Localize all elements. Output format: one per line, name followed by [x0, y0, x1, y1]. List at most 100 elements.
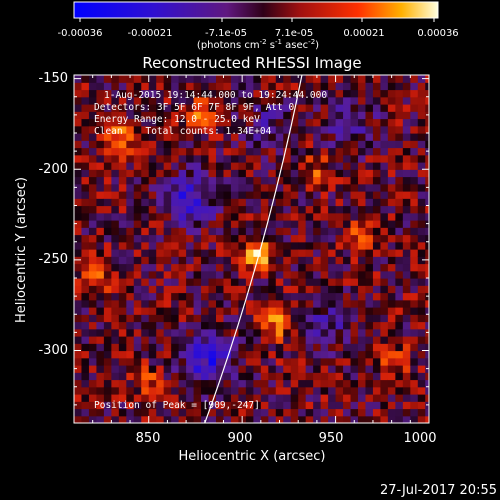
- heatmap-cell: [201, 147, 210, 156]
- heatmap-cell: [410, 241, 419, 250]
- heatmap-cell: [88, 415, 98, 423]
- heatmap-cell: [245, 415, 254, 423]
- heatmap-cell: [402, 234, 411, 243]
- heatmap-cell: [88, 285, 98, 294]
- heatmap-cell: [343, 270, 352, 279]
- heatmap-cell: [313, 256, 322, 265]
- heatmap-cell: [103, 321, 112, 330]
- heatmap-cell: [126, 133, 135, 141]
- heatmap-cell: [358, 154, 367, 163]
- heatmap-cell: [74, 379, 83, 388]
- heatmap-cell: [380, 379, 389, 388]
- heatmap-cell: [320, 111, 329, 120]
- heatmap-cell: [111, 227, 120, 236]
- heatmap-cell: [96, 292, 105, 301]
- heatmap-cell: [290, 111, 299, 120]
- heatmap-cell: [253, 307, 262, 315]
- heatmap-cell: [268, 263, 277, 272]
- heatmap-cell: [343, 415, 352, 423]
- heatmap-cell: [96, 118, 105, 127]
- heatmap-cell: [126, 104, 135, 112]
- heatmap-cell: [313, 314, 322, 323]
- heatmap-cell: [260, 125, 269, 134]
- heatmap-cell: [163, 415, 172, 423]
- heatmap-cell: [320, 191, 329, 199]
- heatmap-cell: [111, 372, 120, 381]
- heatmap-cell: [305, 234, 314, 243]
- heatmap-cell: [96, 82, 105, 91]
- heatmap-cell: [395, 285, 404, 294]
- heatmap-cell: [186, 415, 195, 423]
- heatmap-cell: [163, 249, 172, 257]
- heatmap-cell: [88, 328, 98, 337]
- heatmap-cell: [223, 343, 232, 352]
- heatmap-cell: [268, 314, 277, 323]
- heatmap-cell: [372, 314, 382, 323]
- heatmap-cell: [96, 162, 105, 170]
- heatmap-cell: [350, 147, 359, 156]
- heatmap-cell: [156, 234, 165, 243]
- heatmap-cell: [365, 75, 374, 83]
- heatmap-cell: [395, 343, 404, 352]
- heatmap-cell: [193, 154, 202, 163]
- heatmap-cell: [88, 205, 98, 214]
- heatmap-cell: [335, 401, 344, 410]
- heatmap-cell: [208, 212, 217, 221]
- heatmap-cell: [96, 350, 105, 359]
- heatmap-cell: [372, 401, 382, 410]
- heatmap-cell: [81, 89, 90, 98]
- heatmap-cell: [216, 314, 225, 323]
- heatmap-cell: [230, 183, 240, 192]
- heatmap-cell: [230, 220, 240, 228]
- heatmap-cell: [395, 292, 404, 301]
- heatmap-cell: [320, 75, 329, 83]
- heatmap-cell: [118, 212, 127, 221]
- heatmap-cell: [216, 96, 225, 105]
- heatmap-cell: [74, 321, 83, 330]
- heatmap-cell: [216, 118, 225, 127]
- heatmap-cell: [245, 162, 254, 170]
- heatmap-cell: [148, 357, 157, 366]
- heatmap-cell: [230, 82, 240, 91]
- heatmap-cell: [186, 343, 195, 352]
- heatmap-cell: [298, 328, 307, 337]
- heatmap-cell: [290, 372, 299, 381]
- heatmap-cell: [88, 162, 98, 170]
- heatmap-cell: [417, 75, 426, 83]
- heatmap-cell: [141, 234, 150, 243]
- heatmap-cell: [298, 183, 307, 192]
- heatmap-cell: [313, 198, 322, 207]
- heatmap-cell: [350, 89, 359, 98]
- heatmap-cell: [358, 256, 367, 265]
- heatmap-cell: [402, 183, 411, 192]
- heatmap-cell: [372, 394, 382, 402]
- y-axis-label: Heliocentric Y (arcsec): [14, 177, 29, 323]
- x-tick-1000: 1000: [403, 431, 436, 446]
- heatmap-cell: [305, 415, 314, 423]
- heatmap-cell: [343, 263, 352, 272]
- heatmap-cell: [103, 212, 112, 221]
- heatmap-cell: [395, 154, 404, 163]
- heatmap-cell: [395, 379, 404, 388]
- heatmap-cell: [283, 343, 292, 352]
- heatmap-cell: [74, 357, 83, 366]
- heatmap-cell: [320, 401, 329, 410]
- heatmap-cell: [245, 118, 254, 127]
- heatmap-cell: [178, 365, 187, 373]
- heatmap-cell: [372, 82, 382, 91]
- heatmap-cell: [417, 408, 426, 417]
- heatmap-cell: [88, 125, 98, 134]
- heatmap-cell: [253, 104, 262, 112]
- heatmap-cell: [417, 263, 426, 272]
- heatmap-cell: [230, 408, 240, 417]
- heatmap-cell: [268, 96, 277, 105]
- heatmap-cell: [395, 234, 404, 243]
- heatmap-cell: [260, 183, 269, 192]
- heatmap-cell: [81, 82, 90, 91]
- heatmap-cell: [81, 408, 90, 417]
- heatmap-cell: [156, 386, 165, 395]
- heatmap-cell: [328, 169, 337, 178]
- heatmap-cell: [118, 386, 127, 395]
- heatmap-cell: [425, 241, 429, 250]
- heatmap-cell: [320, 256, 329, 265]
